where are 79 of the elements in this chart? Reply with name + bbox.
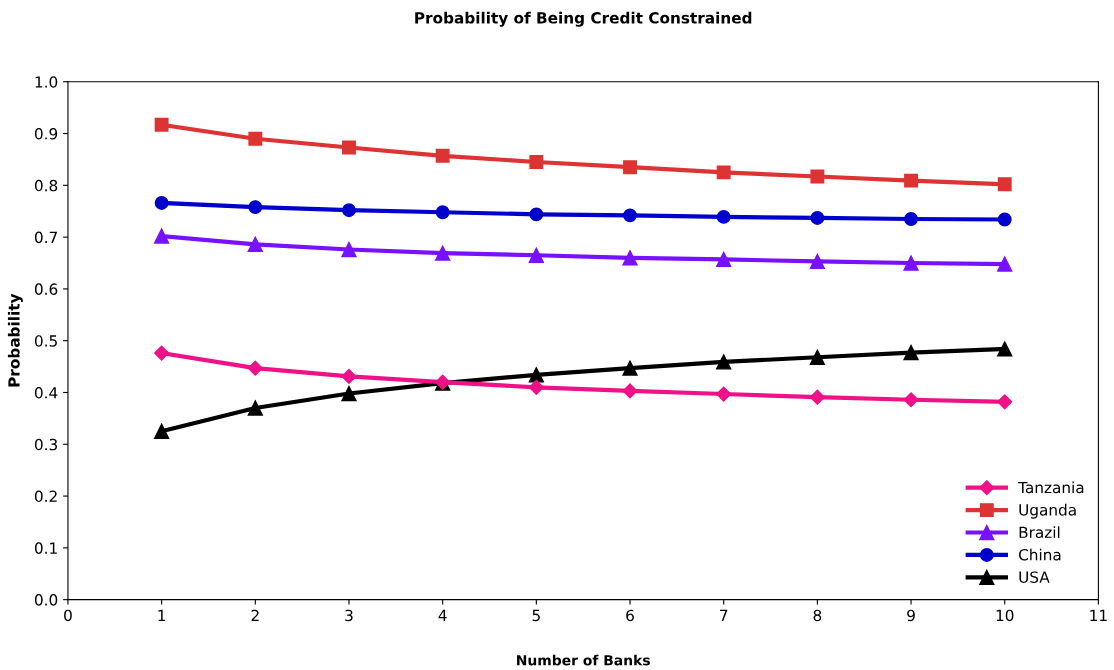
- point: [248, 131, 263, 146]
- y-tick-label: 0.0: [34, 594, 58, 606]
- point: [154, 117, 169, 132]
- point: [153, 228, 170, 244]
- x-tick-label: 6: [626, 609, 634, 622]
- point: [435, 245, 451, 261]
- point: [809, 349, 826, 365]
- point: [904, 212, 918, 226]
- point: [997, 341, 1013, 357]
- point: [810, 211, 825, 225]
- y-tick-label: 0.3: [34, 438, 58, 451]
- y-tick-label: 0.8: [34, 179, 58, 192]
- point: [997, 256, 1013, 272]
- legend-label: Uganda: [1019, 503, 1076, 519]
- point: [528, 247, 544, 263]
- point: [154, 345, 170, 361]
- point: [342, 203, 356, 218]
- point: [716, 209, 731, 224]
- point: [997, 212, 1012, 227]
- x-tick-label: 2: [251, 609, 259, 621]
- point: [529, 155, 544, 169]
- point: [341, 385, 357, 402]
- y-tick-label: 0.6: [34, 283, 58, 295]
- point: [247, 360, 263, 376]
- point: [716, 354, 732, 370]
- point: [435, 148, 450, 163]
- y-tick-label: 0.2: [34, 490, 57, 503]
- point: [528, 367, 544, 383]
- x-tick-label: 1: [158, 609, 166, 621]
- y-tick-label: 0.1: [34, 542, 57, 554]
- point: [247, 400, 263, 416]
- point: [903, 255, 919, 271]
- y-tick-label: 0.9: [34, 128, 58, 140]
- y-tick-label: 0.4: [34, 386, 58, 399]
- x-tick-label: 11: [1090, 609, 1107, 621]
- point: [809, 253, 826, 270]
- point: [247, 236, 263, 253]
- x-tick-label: 8: [813, 609, 822, 622]
- point: [716, 386, 732, 402]
- legend-label: USA: [1019, 571, 1050, 583]
- point: [528, 379, 544, 395]
- point: [153, 423, 170, 439]
- x-tick-label: 10: [996, 609, 1014, 622]
- point: [623, 208, 637, 223]
- point: [716, 251, 732, 268]
- point: [248, 200, 263, 215]
- point: [903, 344, 919, 361]
- point: [341, 241, 357, 258]
- y-tick-label: 1.0: [35, 76, 58, 88]
- point: [342, 140, 356, 155]
- point: [809, 389, 825, 405]
- x-tick-label: 3: [345, 609, 353, 622]
- point: [903, 392, 919, 408]
- point: [622, 383, 638, 399]
- point: [435, 205, 450, 220]
- point: [904, 173, 918, 188]
- point: [997, 394, 1013, 410]
- point: [997, 177, 1012, 192]
- point: [154, 195, 169, 210]
- y-axis-title: Probability: [7, 293, 23, 387]
- y-tick-label: 0.5: [34, 335, 57, 347]
- x-tick-label: 9: [907, 609, 915, 622]
- legend-label: Brazil: [1019, 526, 1060, 539]
- x-tick-label: 7: [720, 609, 728, 621]
- point: [529, 207, 544, 222]
- point: [716, 165, 731, 180]
- point: [622, 360, 638, 376]
- x-axis-title: Number of Banks: [517, 654, 650, 666]
- point: [810, 169, 825, 184]
- legend-label: Tanzania: [1018, 481, 1084, 494]
- chart-title: Probability of Being Credit Constrained: [415, 11, 752, 27]
- x-tick-label: 0: [64, 609, 72, 622]
- legend-label: China: [1018, 548, 1061, 561]
- x-tick-label: 4: [438, 609, 447, 621]
- y-tick-label: 0.7: [34, 231, 57, 244]
- point: [622, 250, 638, 266]
- x-tick-label: 5: [532, 609, 540, 622]
- point: [623, 160, 637, 175]
- point: [341, 368, 357, 385]
